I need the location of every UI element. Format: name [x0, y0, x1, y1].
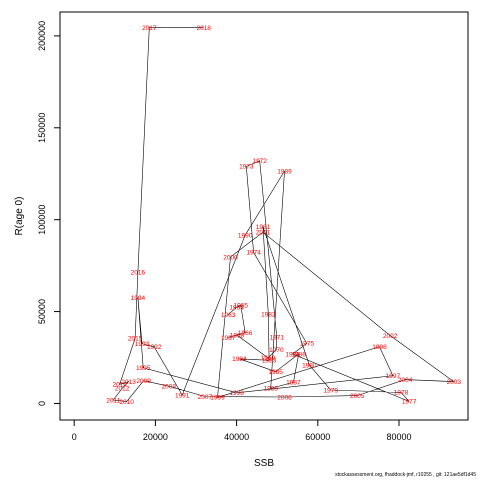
year-label-2010: 2010	[119, 399, 134, 406]
x-tick-label: 80000	[386, 432, 411, 442]
year-label-2012: 2012	[115, 386, 130, 393]
year-label-1965: 1965	[233, 302, 248, 309]
year-label-2006: 2006	[277, 394, 292, 401]
year-label-1999: 1999	[210, 395, 225, 402]
year-label-2004: 2004	[398, 377, 413, 384]
year-label-1976: 1976	[285, 351, 300, 358]
year-label-1991: 1991	[175, 392, 190, 399]
year-label-1996: 1996	[229, 390, 244, 397]
y-tick-label: 100000	[37, 205, 47, 235]
year-label-1980: 1980	[302, 362, 317, 369]
x-tick-label: 20000	[143, 432, 168, 442]
year-label-1963: 1963	[221, 312, 236, 319]
plot-box	[59, 11, 469, 421]
y-axis: 0 50000 100000 150000 200000	[37, 21, 60, 406]
year-label-1984: 1984	[232, 356, 247, 363]
year-label-1970: 1970	[269, 347, 284, 354]
year-label-2005: 2005	[350, 393, 365, 400]
year-label-2000: 2000	[223, 254, 238, 261]
year-label-2002: 2002	[383, 333, 398, 340]
year-label-1995: 1995	[136, 365, 151, 372]
year-label-2007: 2007	[198, 394, 213, 401]
year-label-1978: 1978	[394, 390, 409, 397]
year-label-1974: 1974	[246, 250, 261, 257]
year-label-1985: 1985	[268, 369, 283, 376]
year-label-1966: 1966	[238, 330, 253, 337]
y-axis-title: R(age 0)	[14, 197, 25, 236]
year-label-1998: 1998	[372, 344, 387, 351]
year-label-1983: 1983	[262, 358, 277, 365]
year-label-2016: 2016	[131, 270, 146, 277]
year-label-1972: 1972	[252, 158, 267, 165]
year-label-1971: 1971	[270, 335, 285, 342]
year-label-1993: 1993	[135, 341, 150, 348]
year-label-2003: 2003	[447, 379, 462, 386]
year-label-1990: 1990	[238, 233, 253, 240]
year-label-1989: 1989	[277, 168, 292, 175]
y-tick-label: 0	[37, 401, 47, 406]
year-label-1968: 1968	[230, 332, 245, 339]
recruitment-trajectory-line	[112, 27, 455, 402]
year-label-1977: 1977	[402, 399, 417, 406]
y-tick-label: 50000	[37, 299, 47, 324]
year-label-2017: 2017	[142, 25, 157, 32]
y-tick-label: 150000	[37, 113, 47, 143]
x-axis-title: SSB	[254, 458, 274, 469]
year-label-1964: 1964	[229, 305, 244, 312]
year-label-1994: 1994	[131, 295, 146, 302]
x-axis: 0 20000 40000 60000 80000	[72, 420, 412, 442]
year-label-1969: 1969	[261, 355, 276, 362]
year-label-1975: 1975	[300, 341, 315, 348]
x-tick-label: 60000	[305, 432, 330, 442]
year-label-1992: 1992	[147, 344, 162, 351]
year-label-1973: 1973	[239, 164, 254, 171]
year-label-2015: 2015	[128, 336, 143, 343]
x-tick-label: 0	[72, 432, 77, 442]
year-label-2014: 2014	[112, 382, 127, 389]
year-label-2009: 2009	[136, 378, 151, 385]
year-label-1988: 1988	[263, 386, 278, 393]
year-label-1986: 1986	[291, 351, 306, 358]
year-label-1982: 1982	[261, 311, 276, 318]
year-label-1997: 1997	[386, 373, 401, 380]
year-label-2013: 2013	[121, 379, 136, 386]
y-tick-label: 200000	[37, 21, 47, 51]
year-label-2011: 2011	[106, 397, 120, 404]
x-tick-label: 40000	[224, 432, 249, 442]
year-label-1987: 1987	[286, 380, 301, 387]
year-label-1967: 1967	[221, 335, 236, 342]
year-label-1979: 1979	[324, 387, 339, 394]
year-label-2018: 2018	[196, 25, 211, 32]
year-label-2001: 2001	[256, 230, 271, 237]
year-label-2008: 2008	[162, 384, 177, 391]
footer-credit: stockassessment.org, fhaddock-jmf, r1025…	[335, 472, 476, 478]
year-label-1981: 1981	[256, 224, 271, 231]
